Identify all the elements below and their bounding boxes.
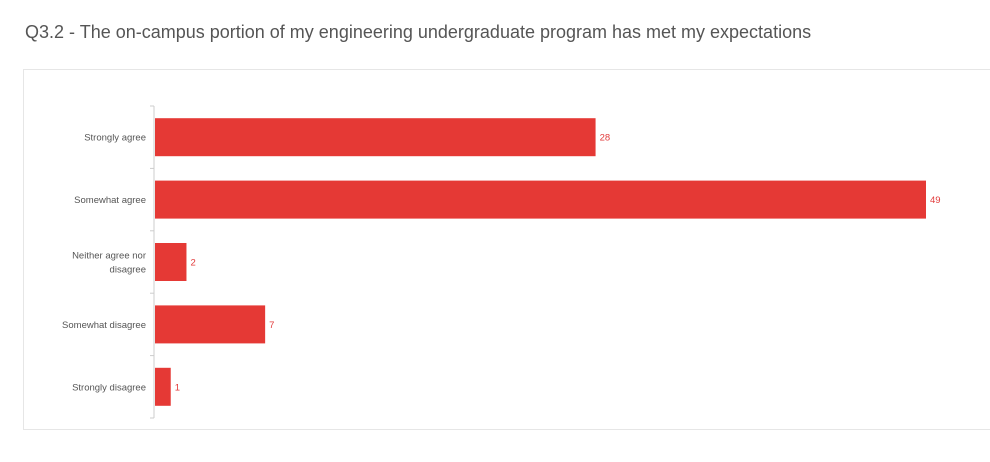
bar: [155, 305, 266, 344]
category-label: Somewhat agree: [74, 195, 146, 206]
value-label: 1: [175, 382, 180, 393]
value-label: 28: [600, 133, 611, 144]
category-label: Somewhat disagree: [62, 320, 146, 331]
page-title: Q3.2 - The on-campus portion of my engin…: [25, 22, 812, 42]
bar: [155, 180, 926, 219]
bar: [155, 367, 171, 406]
category-label: Neither agree nor: [72, 251, 146, 262]
value-label: 2: [190, 258, 195, 269]
bar: [155, 243, 187, 281]
bar: [155, 118, 596, 157]
value-label: 49: [930, 195, 941, 206]
value-label: 7: [269, 320, 274, 331]
category-label: disagree: [110, 265, 146, 276]
category-label: Strongly agree: [84, 133, 146, 144]
category-label: Strongly disagree: [72, 382, 146, 393]
